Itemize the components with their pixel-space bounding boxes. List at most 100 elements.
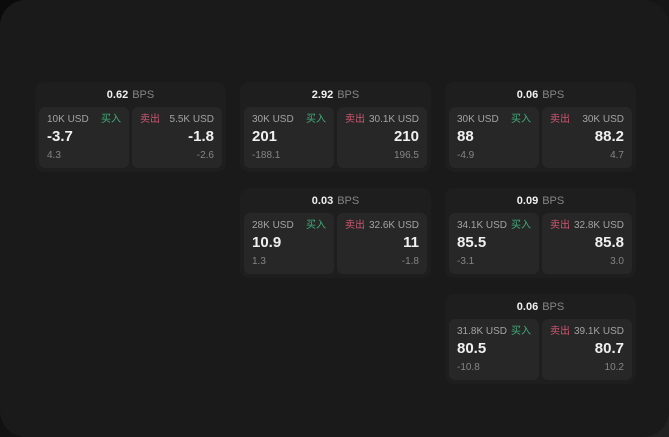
sell-amount: 5.5K USD (169, 114, 214, 125)
buy-change: -4.9 (457, 150, 475, 161)
quote-tiles: 30K USD 买入 201 -188.1 卖出 30.1K USD 210 1… (240, 107, 431, 172)
bps-value: 0.62 (106, 88, 129, 101)
sell-price: 210 (393, 128, 419, 145)
sell-quote-tile[interactable]: 卖出 39.1K USD 80.7 10.2 (542, 319, 632, 380)
quote-tiles: 30K USD 买入 88 -4.9 卖出 30K USD 88.2 4.7 (445, 107, 636, 172)
quote-card: 0.06 BPS 30K USD 买入 88 -4.9 卖出 30K USD (445, 82, 636, 172)
buy-side-label: 买入 (101, 114, 121, 125)
buy-side-label: 买入 (306, 114, 326, 125)
buy-tile-header: 30K USD 买入 (457, 114, 531, 126)
bps-header: 0.06 BPS (445, 294, 636, 319)
bps-value: 0.06 (516, 88, 539, 101)
buy-change: -10.8 (457, 362, 480, 373)
quote-card: 0.06 BPS 31.8K USD 买入 80.5 -10.8 卖出 39.1… (445, 294, 636, 384)
bps-header: 0.62 BPS (35, 82, 226, 107)
buy-quote-tile[interactable]: 30K USD 买入 201 -188.1 (244, 107, 334, 168)
sell-side-label: 卖出 (345, 220, 365, 231)
buy-quote-tile[interactable]: 34.1K USD 买入 85.5 -3.1 (449, 213, 539, 274)
sell-change: 10.2 (604, 362, 624, 373)
buy-side-label: 买入 (511, 326, 531, 337)
quote-card-grid: 0.62 BPS 10K USD 买入 -3.7 4.3 卖出 5.5K USD (35, 82, 636, 384)
buy-price: 88 (457, 128, 474, 145)
sell-tile-header: 卖出 30.1K USD (345, 114, 419, 126)
sell-amount: 39.1K USD (573, 326, 624, 337)
quote-tiles: 31.8K USD 买入 80.5 -10.8 卖出 39.1K USD 80.… (445, 319, 636, 384)
quote-card: 0.62 BPS 10K USD 买入 -3.7 4.3 卖出 5.5K USD (35, 82, 226, 172)
buy-change: -188.1 (252, 150, 281, 161)
sell-quote-tile[interactable]: 卖出 32.8K USD 85.8 3.0 (542, 213, 632, 274)
sell-price: 11 (403, 234, 419, 251)
buy-side-label: 买入 (511, 114, 531, 125)
buy-change: -3.1 (457, 256, 475, 267)
buy-quote-tile[interactable]: 28K USD 买入 10.9 1.3 (244, 213, 334, 274)
bps-unit-label: BPS (542, 300, 565, 313)
quote-card: 2.92 BPS 30K USD 买入 201 -188.1 卖出 30.1K … (240, 82, 431, 172)
sell-tile-header: 卖出 5.5K USD (140, 114, 214, 126)
buy-side-label: 买入 (511, 220, 531, 231)
bps-unit-label: BPS (542, 194, 565, 207)
buy-amount: 10K USD (47, 114, 89, 125)
quote-card: 0.09 BPS 34.1K USD 买入 85.5 -3.1 卖出 32.8K… (445, 188, 636, 278)
sell-tile-header: 卖出 32.8K USD (550, 220, 624, 232)
bps-value: 0.03 (311, 194, 334, 207)
sell-quote-tile[interactable]: 卖出 30K USD 88.2 4.7 (542, 107, 632, 168)
sell-price: 80.7 (594, 340, 624, 357)
sell-price: 88.2 (594, 128, 624, 145)
sell-price: -1.8 (188, 128, 214, 145)
buy-amount: 30K USD (457, 114, 499, 125)
buy-side-label: 买入 (306, 220, 326, 231)
sell-amount: 30K USD (582, 114, 624, 125)
sell-side-label: 卖出 (345, 114, 365, 125)
buy-tile-header: 30K USD 买入 (252, 114, 326, 126)
sell-change: -2.6 (196, 150, 214, 161)
buy-amount: 28K USD (252, 220, 294, 231)
sell-amount: 30.1K USD (368, 114, 419, 125)
buy-quote-tile[interactable]: 30K USD 买入 88 -4.9 (449, 107, 539, 168)
bps-unit-label: BPS (337, 194, 360, 207)
sell-side-label: 卖出 (140, 114, 160, 125)
sell-change: 3.0 (610, 256, 624, 267)
buy-amount: 30K USD (252, 114, 294, 125)
sell-quote-tile[interactable]: 卖出 32.6K USD 11 -1.8 (337, 213, 427, 274)
buy-quote-tile[interactable]: 31.8K USD 买入 80.5 -10.8 (449, 319, 539, 380)
sell-tile-header: 卖出 30K USD (550, 114, 624, 126)
buy-price: 85.5 (457, 234, 487, 251)
buy-change: 1.3 (252, 256, 266, 267)
buy-price: 201 (252, 128, 278, 145)
sell-side-label: 卖出 (550, 326, 570, 337)
bps-unit-label: BPS (542, 88, 565, 101)
sell-change: -1.8 (401, 256, 419, 267)
bps-unit-label: BPS (337, 88, 360, 101)
sell-quote-tile[interactable]: 卖出 30.1K USD 210 196.5 (337, 107, 427, 168)
buy-tile-header: 28K USD 买入 (252, 220, 326, 232)
quote-tiles: 28K USD 买入 10.9 1.3 卖出 32.6K USD 11 -1.8 (240, 213, 431, 278)
buy-tile-header: 34.1K USD 买入 (457, 220, 531, 232)
sell-amount: 32.8K USD (573, 220, 624, 231)
buy-tile-header: 31.8K USD 买入 (457, 326, 531, 338)
bps-value: 2.92 (311, 88, 334, 101)
buy-price: 10.9 (252, 234, 282, 251)
bps-header: 0.03 BPS (240, 188, 431, 213)
buy-price: -3.7 (47, 128, 73, 145)
buy-amount: 34.1K USD (457, 220, 508, 231)
buy-tile-header: 10K USD 买入 (47, 114, 121, 126)
bps-header: 0.09 BPS (445, 188, 636, 213)
quote-tiles: 34.1K USD 买入 85.5 -3.1 卖出 32.8K USD 85.8… (445, 213, 636, 278)
buy-amount: 31.8K USD (457, 326, 508, 337)
bps-unit-label: BPS (132, 88, 155, 101)
sell-side-label: 卖出 (550, 220, 570, 231)
buy-price: 80.5 (457, 340, 487, 357)
bps-value: 0.06 (516, 300, 539, 313)
sell-quote-tile[interactable]: 卖出 5.5K USD -1.8 -2.6 (132, 107, 222, 168)
sell-tile-header: 卖出 39.1K USD (550, 326, 624, 338)
sell-change: 4.7 (610, 150, 624, 161)
bps-header: 0.06 BPS (445, 82, 636, 107)
buy-quote-tile[interactable]: 10K USD 买入 -3.7 4.3 (39, 107, 129, 168)
sell-side-label: 卖出 (550, 114, 570, 125)
sell-price: 85.8 (594, 234, 624, 251)
sell-tile-header: 卖出 32.6K USD (345, 220, 419, 232)
bps-value: 0.09 (516, 194, 539, 207)
sell-change: 196.5 (393, 150, 419, 161)
bps-header: 2.92 BPS (240, 82, 431, 107)
